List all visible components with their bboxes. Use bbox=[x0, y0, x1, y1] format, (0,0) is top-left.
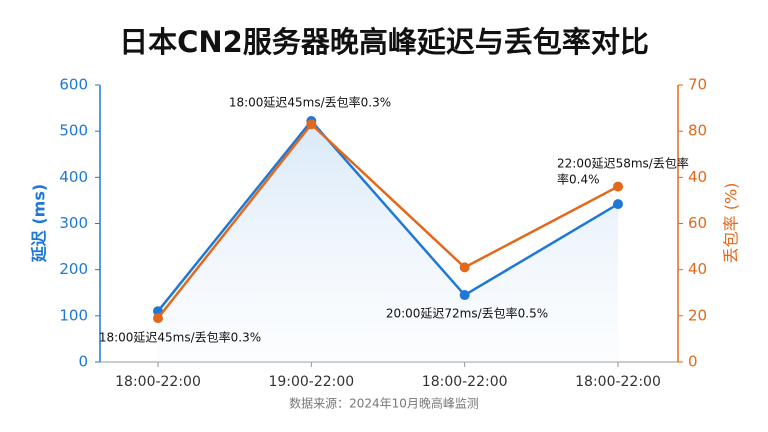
annotation: 率0.4% bbox=[557, 172, 600, 187]
point bbox=[153, 313, 163, 324]
y2-tick-label: 0 bbox=[688, 353, 698, 371]
y2-tick-label: 60 bbox=[688, 214, 707, 232]
annotation: 20:00延迟72ms/丢包率0.5% bbox=[386, 306, 548, 321]
y2-tick-label: 40 bbox=[688, 260, 707, 278]
y2-tick-label: 70 bbox=[688, 76, 707, 94]
y-tick-label: 500 bbox=[59, 122, 88, 140]
x-tick-label: 18:00-22:00 bbox=[422, 374, 508, 390]
y2-axis-label: 丢包率 (%) bbox=[722, 183, 741, 264]
point bbox=[613, 181, 623, 192]
line bbox=[157, 122, 619, 319]
point bbox=[613, 199, 623, 210]
x-tick-label: 18:00-22:00 bbox=[575, 374, 661, 390]
chart-title: 日本CN2服务器晚高峰延迟与丢包率对比 bbox=[119, 25, 649, 59]
point bbox=[306, 119, 317, 130]
source-note: 数据来源：2024年10月晚高峰监测 bbox=[289, 396, 479, 411]
line bbox=[157, 119, 619, 313]
y-tick-label: 200 bbox=[59, 260, 88, 278]
x-tick-label: 18:00-22:00 bbox=[115, 374, 201, 390]
y2-tick-label: 20 bbox=[688, 306, 707, 324]
y-tick-label: 400 bbox=[59, 168, 88, 186]
x-tick-label: 19:00-22:00 bbox=[268, 374, 354, 390]
y-axis-label: 延迟 (ms) bbox=[30, 184, 49, 263]
annotation: 22:00延迟58ms/丢包率 bbox=[557, 156, 689, 171]
annotation: 18:00延迟45ms/丢包率0.3% bbox=[99, 330, 261, 345]
y2-tick-label: 40 bbox=[688, 168, 707, 186]
y-tick-label: 600 bbox=[59, 76, 88, 94]
y-tick-label: 100 bbox=[59, 306, 88, 324]
y-tick-label: 300 bbox=[59, 214, 88, 232]
area bbox=[158, 121, 618, 362]
point bbox=[459, 262, 470, 273]
y2-tick-label: 80 bbox=[688, 122, 707, 140]
point bbox=[459, 290, 470, 301]
y-tick-label: 0 bbox=[78, 353, 88, 371]
annotation: 18:00延迟45ms/丢包率0.3% bbox=[229, 95, 391, 110]
